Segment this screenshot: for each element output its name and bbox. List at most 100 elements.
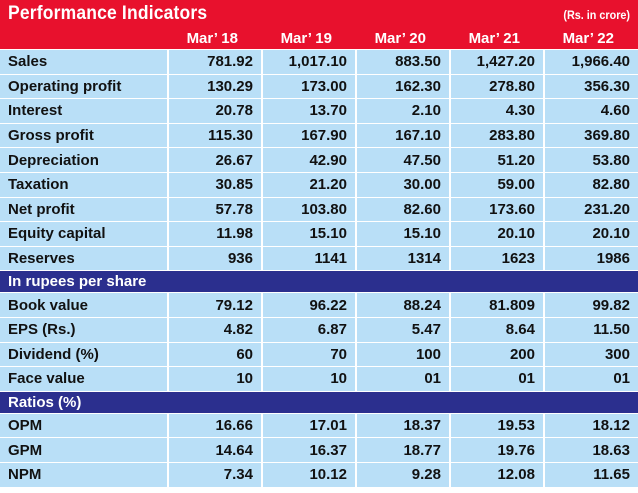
value-cell: 19.76 bbox=[450, 437, 545, 463]
table-row: Dividend (%) 60 70 100 200 300 bbox=[0, 341, 638, 368]
ratios-section-header: Ratios (%) bbox=[0, 391, 638, 414]
value-cell: 167.90 bbox=[262, 122, 357, 149]
indicator-grid: Mar’ 18 Mar’ 19 Mar’ 20 Mar’ 21 Mar’ 22 … bbox=[0, 28, 638, 488]
value-cell: 2.10 bbox=[356, 98, 451, 124]
value-cell: 18.63 bbox=[544, 437, 638, 463]
value-cell: 21.20 bbox=[262, 171, 357, 198]
title-bar: Performance Indicators (Rs. in crore) bbox=[0, 0, 638, 28]
table-row: Face value 10 10 01 01 01 bbox=[0, 366, 638, 392]
value-cell: 10 bbox=[262, 366, 357, 392]
value-cell: 781.92 bbox=[168, 49, 263, 75]
row-label: Equity capital bbox=[0, 221, 169, 247]
value-cell: 01 bbox=[544, 366, 638, 392]
value-cell: 17.01 bbox=[262, 412, 357, 439]
value-cell: 1,966.40 bbox=[544, 49, 638, 75]
value-cell: 1986 bbox=[544, 245, 638, 272]
per-share-section-header: In rupees per share bbox=[0, 270, 638, 293]
row-label: Reserves bbox=[0, 245, 169, 272]
value-cell: 115.30 bbox=[168, 122, 263, 149]
value-cell: 9.28 bbox=[356, 461, 451, 488]
value-cell: 4.82 bbox=[168, 316, 263, 343]
value-cell: 103.80 bbox=[262, 196, 357, 223]
value-cell: 51.20 bbox=[450, 147, 545, 173]
row-label: Taxation bbox=[0, 171, 169, 198]
table-row: OPM 16.66 17.01 18.37 19.53 18.12 bbox=[0, 412, 638, 439]
table-title: Performance Indicators bbox=[8, 3, 208, 24]
value-cell: 30.85 bbox=[168, 171, 263, 198]
value-cell: 200 bbox=[450, 341, 545, 368]
value-cell: 82.80 bbox=[544, 171, 638, 198]
row-label: NPM bbox=[0, 461, 169, 488]
period-header: Mar’ 20 bbox=[356, 28, 450, 50]
value-cell: 70 bbox=[262, 341, 357, 368]
value-cell: 81.809 bbox=[450, 292, 545, 318]
unit-note: (Rs. in crore) bbox=[563, 8, 630, 22]
value-cell: 18.77 bbox=[356, 437, 451, 463]
table-row: EPS (Rs.) 4.82 6.87 5.47 8.64 11.50 bbox=[0, 316, 638, 343]
value-cell: 14.64 bbox=[168, 437, 263, 463]
period-header: Mar’ 18 bbox=[168, 28, 262, 50]
value-cell: 11.98 bbox=[168, 221, 263, 247]
value-cell: 1314 bbox=[356, 245, 451, 272]
value-cell: 936 bbox=[168, 245, 263, 272]
row-label: EPS (Rs.) bbox=[0, 316, 169, 343]
row-label: Dividend (%) bbox=[0, 341, 169, 368]
value-cell: 96.22 bbox=[262, 292, 357, 318]
value-cell: 20.78 bbox=[168, 98, 263, 124]
value-cell: 15.10 bbox=[262, 221, 357, 247]
value-cell: 47.50 bbox=[356, 147, 451, 173]
row-label: Book value bbox=[0, 292, 169, 318]
table-row: Gross profit 115.30 167.90 167.10 283.80 369.… bbox=[0, 122, 638, 149]
value-cell: 18.37 bbox=[356, 412, 451, 439]
row-label: Gross profit bbox=[0, 122, 169, 149]
value-cell: 99.82 bbox=[544, 292, 638, 318]
value-cell: 7.34 bbox=[168, 461, 263, 488]
value-cell: 30.00 bbox=[356, 171, 451, 198]
value-cell: 5.47 bbox=[356, 316, 451, 343]
period-header-row: Mar’ 18 Mar’ 19 Mar’ 20 Mar’ 21 Mar’ 22 bbox=[0, 28, 638, 50]
value-cell: 4.30 bbox=[450, 98, 545, 124]
value-cell: 1141 bbox=[262, 245, 357, 272]
value-cell: 42.90 bbox=[262, 147, 357, 173]
value-cell: 20.10 bbox=[544, 221, 638, 247]
value-cell: 4.60 bbox=[544, 98, 638, 124]
value-cell: 173.00 bbox=[262, 73, 357, 100]
value-cell: 283.80 bbox=[450, 122, 545, 149]
period-header: Mar’ 19 bbox=[262, 28, 356, 50]
table-row: Taxation 30.85 21.20 30.00 59.00 82.80 bbox=[0, 171, 638, 198]
period-header: Mar’ 22 bbox=[544, 28, 638, 50]
value-cell: 11.50 bbox=[544, 316, 638, 343]
value-cell: 88.24 bbox=[356, 292, 451, 318]
table-row: Interest 20.78 13.70 2.10 4.30 4.60 bbox=[0, 98, 638, 124]
value-cell: 356.30 bbox=[544, 73, 638, 100]
value-cell: 231.20 bbox=[544, 196, 638, 223]
value-cell: 130.29 bbox=[168, 73, 263, 100]
value-cell: 13.70 bbox=[262, 98, 357, 124]
table-row: Equity capital 11.98 15.10 15.10 20.10 20.10 bbox=[0, 221, 638, 247]
row-label: Face value bbox=[0, 366, 169, 392]
value-cell: 6.87 bbox=[262, 316, 357, 343]
value-cell: 12.08 bbox=[450, 461, 545, 488]
value-cell: 1,017.10 bbox=[262, 49, 357, 75]
value-cell: 19.53 bbox=[450, 412, 545, 439]
table-row: Book value 79.12 96.22 88.24 81.809 99.82 bbox=[0, 292, 638, 318]
value-cell: 300 bbox=[544, 341, 638, 368]
row-label: Net profit bbox=[0, 196, 169, 223]
header-blank-cell bbox=[0, 28, 168, 50]
value-cell: 79.12 bbox=[168, 292, 263, 318]
table-row: Sales 781.92 1,017.10 883.50 1,427.20 1,966.4… bbox=[0, 49, 638, 75]
value-cell: 15.10 bbox=[356, 221, 451, 247]
value-cell: 1,427.20 bbox=[450, 49, 545, 75]
value-cell: 10.12 bbox=[262, 461, 357, 488]
value-cell: 82.60 bbox=[356, 196, 451, 223]
row-label: Sales bbox=[0, 49, 169, 75]
ratios-section-header-label: Ratios (%) bbox=[0, 391, 638, 414]
row-label: Depreciation bbox=[0, 147, 169, 173]
value-cell: 11.65 bbox=[544, 461, 638, 488]
value-cell: 01 bbox=[450, 366, 545, 392]
value-cell: 10 bbox=[168, 366, 263, 392]
table-row: NPM 7.34 10.12 9.28 12.08 11.65 bbox=[0, 461, 638, 488]
value-cell: 59.00 bbox=[450, 171, 545, 198]
value-cell: 20.10 bbox=[450, 221, 545, 247]
